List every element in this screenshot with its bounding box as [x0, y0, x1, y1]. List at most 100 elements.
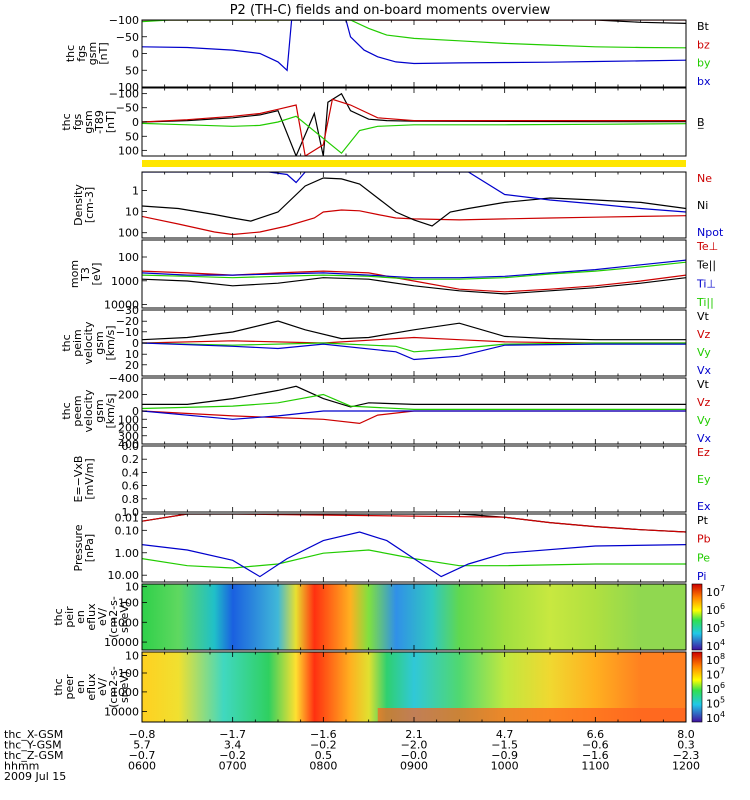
- y-tick-label: −50: [116, 31, 139, 44]
- y-tick-label: 10: [125, 581, 139, 594]
- legend-label-fgs-2: by: [697, 57, 711, 70]
- bottom-row-value: −0.6: [582, 739, 609, 752]
- colorbar-tick-exponent: 8: [720, 652, 725, 661]
- colorbar-tick-exponent: 4: [720, 638, 725, 647]
- y-tick-label: −50: [116, 102, 139, 115]
- legend-label-pressure-0: Pt: [697, 514, 709, 527]
- y-axis-label-line: peim: [71, 329, 84, 357]
- y-axis-label-line: thc: [60, 402, 73, 419]
- panel-density: Ne Ni Npot 100 10 1 Density[cm-3]: [72, 171, 724, 240]
- series-group: [142, 172, 686, 236]
- colorbar-tick-exponent: 7: [720, 584, 725, 593]
- bottom-row-label: hhmm: [4, 760, 39, 773]
- y-tick-label: 0.2: [122, 453, 140, 466]
- series-group: [142, 320, 686, 361]
- bottom-row-value: 4.7: [496, 728, 514, 741]
- y-axis-label-line: fgs: [71, 113, 84, 130]
- bottom-row-value: −2.3: [673, 749, 700, 762]
- colorbar-tick-label: 106: [706, 681, 725, 696]
- panel-efield: Ez Ey Ex 1.00.80.60.40.20.0 E=−VxB[mV/m]: [72, 440, 711, 519]
- legend-label-peem_velocity-2: Vy: [697, 414, 711, 427]
- y-axis-label-line: [mV/m]: [83, 458, 96, 499]
- legend-label-fgs_t89-0: B̲: [697, 116, 705, 129]
- y-axis-label-line: [nT]: [97, 42, 110, 64]
- bottom-row-label: thc_X-GSM: [4, 728, 63, 741]
- y-tick-label: 1000: [111, 275, 139, 288]
- y-tick-label: 100: [118, 596, 139, 609]
- y-tick-label: 10: [125, 348, 139, 361]
- bottom-row-value: −1.6: [582, 749, 609, 762]
- date-label: 2009 Jul 15: [4, 770, 66, 783]
- bottom-row-value: 1000: [491, 760, 519, 773]
- colorbar-tick-label: 104: [706, 710, 725, 725]
- legend-label-pressure-3: Pi: [697, 570, 706, 583]
- y-axis-label-line: eflux: [85, 603, 98, 631]
- series-line-pressure-2: [142, 549, 686, 569]
- series-line-peem_velocity-1: [142, 410, 686, 425]
- y-axis-label-line: sr-eV): [118, 601, 131, 633]
- colorbar: 107 106 105 104: [691, 583, 725, 653]
- series-group: [142, 385, 686, 425]
- y-tick-label: 1: [132, 184, 139, 197]
- y-axis-label-line: mom: [68, 260, 81, 288]
- y-tick-label: −30: [116, 304, 139, 317]
- series-line-density-2: [142, 172, 686, 213]
- bottom-row-value: 1200: [672, 760, 700, 773]
- y-tick-label: −400: [109, 372, 139, 385]
- y-axis-label-line: gsm: [93, 331, 106, 354]
- series-line-pressure-3: [142, 531, 686, 578]
- legend-label-temps-2: Ti⊥: [696, 277, 716, 290]
- legend-label-efield-0: Ez: [697, 446, 710, 459]
- legend-label-pressure-2: Pe: [697, 551, 710, 564]
- series-line-peem_velocity-3: [142, 410, 686, 420]
- bottom-row-value: 0600: [128, 760, 156, 773]
- bottom-row-value: −1.5: [491, 739, 518, 752]
- y-tick-label: 0: [132, 337, 139, 350]
- legend-label-efield-1: Ey: [697, 473, 711, 486]
- panel-pressure: Pt Pb Pe Pi 10.00 1.00 0.100.01 Pressure[nPa]: [72, 511, 711, 583]
- colorbar-tick-label: 108: [706, 652, 725, 667]
- bottom-row-value: 3.4: [224, 739, 242, 752]
- series-line-fgs_t89-0: [142, 92, 686, 156]
- series-line-temps-1: [142, 277, 686, 295]
- y-axis-label-line: thc: [64, 45, 77, 62]
- y-tick-label: 0.4: [122, 466, 140, 479]
- y-tick-label: 0.6: [122, 480, 140, 493]
- bottom-row-value: −0.9: [491, 749, 518, 762]
- yellow-separator-band: [142, 160, 686, 167]
- y-axis-label-line: velocity: [82, 389, 95, 432]
- panel-frame: [141, 445, 687, 513]
- y-tick-label: −100: [109, 88, 139, 101]
- y-axis-label-line: en: [74, 680, 87, 694]
- colorbar-tick-exponent: 5: [720, 620, 725, 629]
- y-tick-label: 0.10: [115, 524, 140, 537]
- y-axis-label-line: thc: [60, 113, 73, 130]
- y-axis-label-line: peir: [63, 606, 76, 628]
- y-axis-label-line: fgs: [75, 45, 88, 62]
- y-tick-label: 0.01: [115, 511, 140, 524]
- y-tick-label: 300: [118, 430, 139, 443]
- y-axis-label-line: T3: [79, 267, 92, 282]
- y-axis-label-line: gsm: [93, 399, 106, 422]
- y-axis-label-line: [km/s]: [104, 393, 117, 428]
- y-tick-label: 0.8: [122, 493, 140, 506]
- y-axis-label-line: [eV]: [90, 263, 103, 286]
- y-tick-label: 1000: [111, 616, 139, 629]
- colorbar-tick-label: 107: [706, 667, 725, 682]
- y-tick-label: 0: [132, 116, 139, 129]
- series-line-density-0: [142, 209, 686, 236]
- y-tick-label: 20: [125, 359, 139, 372]
- bottom-axis-table: thc_X-GSM −0.8 −1.7 −1.6 2.1 4.7 6.6 8.0 thc_Y-G…: [4, 728, 700, 783]
- bottom-row-value: −0.2: [219, 749, 246, 762]
- bottom-row-value: 8.0: [677, 728, 695, 741]
- y-axis-label-line: [nT]: [104, 111, 117, 133]
- y-axis-label-line: en: [74, 610, 87, 624]
- legend-label-peim_velocity-1: Vz: [697, 328, 711, 341]
- series-line-peem_velocity-0: [142, 385, 686, 408]
- bottom-row-value: 0700: [219, 760, 247, 773]
- y-axis-label-line: [km/s]: [104, 325, 117, 360]
